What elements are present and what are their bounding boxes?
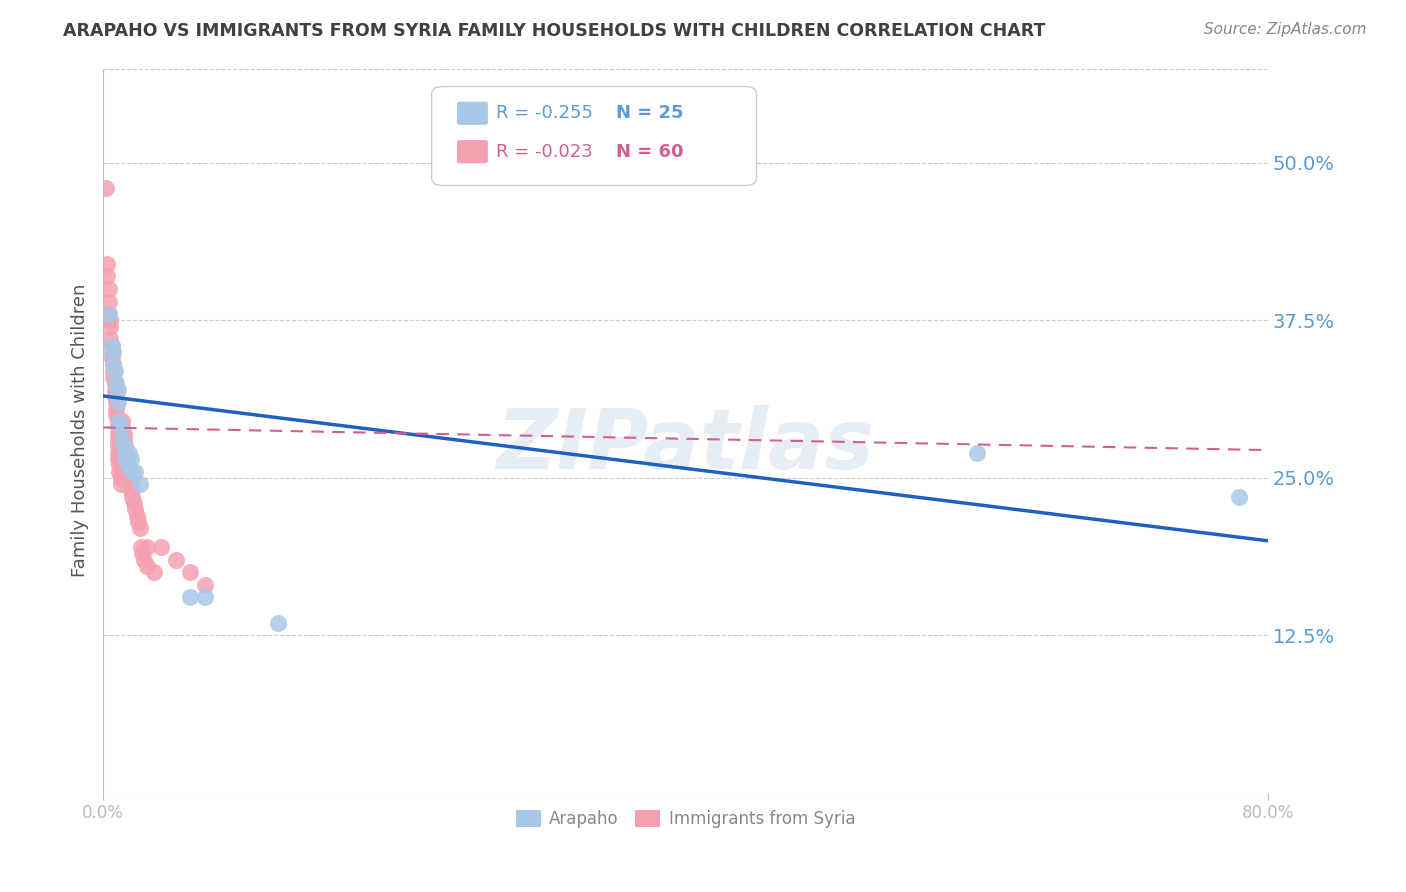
Point <box>115 451 138 466</box>
Point <box>194 591 217 605</box>
Point <box>110 477 132 491</box>
Point <box>143 566 166 580</box>
Point <box>118 471 141 485</box>
Text: N = 25: N = 25 <box>616 104 683 122</box>
Point <box>108 414 131 428</box>
Point <box>128 521 150 535</box>
Point <box>118 445 141 459</box>
Point <box>966 445 988 459</box>
Point <box>131 546 153 560</box>
Point <box>100 313 122 327</box>
Point <box>104 383 127 397</box>
Point <box>112 426 135 441</box>
Point <box>104 364 127 378</box>
Point <box>117 465 139 479</box>
Point <box>111 414 134 428</box>
Point <box>179 566 201 580</box>
Point <box>132 552 155 566</box>
Point <box>179 591 201 605</box>
Point <box>108 465 131 479</box>
Point <box>125 508 148 523</box>
Point <box>108 458 131 473</box>
Point <box>107 433 129 447</box>
Point <box>114 445 136 459</box>
Point <box>135 558 157 573</box>
Point <box>97 282 120 296</box>
Point <box>103 358 125 372</box>
Point <box>104 389 127 403</box>
Text: N = 60: N = 60 <box>616 143 683 161</box>
Point <box>124 465 146 479</box>
Point <box>94 181 117 195</box>
Point <box>107 383 129 397</box>
Point <box>115 451 138 466</box>
Point <box>105 376 128 391</box>
Point <box>127 515 149 529</box>
Point <box>97 307 120 321</box>
Point <box>103 344 125 359</box>
Point <box>128 477 150 491</box>
Point <box>96 257 118 271</box>
Point <box>101 344 124 359</box>
Point <box>1227 490 1250 504</box>
Point <box>124 502 146 516</box>
Point <box>110 420 132 434</box>
Point <box>105 408 128 422</box>
Point <box>111 420 134 434</box>
Point <box>120 483 142 498</box>
Point <box>194 578 217 592</box>
Point <box>100 332 122 346</box>
Point <box>107 439 129 453</box>
Point <box>105 395 128 409</box>
Point <box>111 433 134 447</box>
Point <box>104 376 127 391</box>
Text: ARAPAHO VS IMMIGRANTS FROM SYRIA FAMILY HOUSEHOLDS WITH CHILDREN CORRELATION CHA: ARAPAHO VS IMMIGRANTS FROM SYRIA FAMILY … <box>63 22 1046 40</box>
Point <box>114 445 136 459</box>
Point <box>121 490 143 504</box>
Point <box>115 458 138 473</box>
Point <box>103 364 125 378</box>
Point <box>267 615 290 630</box>
Point <box>97 307 120 321</box>
Point <box>122 496 145 510</box>
Point <box>101 338 124 352</box>
Point <box>112 433 135 447</box>
Point <box>107 395 129 409</box>
Point <box>107 451 129 466</box>
Point <box>121 465 143 479</box>
Text: Source: ZipAtlas.com: Source: ZipAtlas.com <box>1204 22 1367 37</box>
Point <box>120 451 142 466</box>
Point <box>150 540 173 554</box>
Text: R = -0.023: R = -0.023 <box>496 143 593 161</box>
Point <box>97 294 120 309</box>
Text: ZIPatlas: ZIPatlas <box>496 405 875 485</box>
Point <box>103 370 125 384</box>
Point <box>110 471 132 485</box>
Point <box>120 477 142 491</box>
Point <box>103 358 125 372</box>
Text: R = -0.255: R = -0.255 <box>496 104 593 122</box>
Y-axis label: Family Households with Children: Family Households with Children <box>72 284 89 577</box>
Point <box>107 414 129 428</box>
Point <box>107 445 129 459</box>
Point <box>107 420 129 434</box>
Point <box>112 439 135 453</box>
Legend: Arapaho, Immigrants from Syria: Arapaho, Immigrants from Syria <box>509 804 862 835</box>
Point <box>105 401 128 416</box>
Point <box>107 426 129 441</box>
Point <box>101 351 124 366</box>
Point <box>100 319 122 334</box>
Point <box>117 458 139 473</box>
Point <box>129 540 152 554</box>
Point <box>135 540 157 554</box>
Point <box>165 552 187 566</box>
Point <box>101 338 124 352</box>
Point <box>96 269 118 284</box>
Point <box>114 439 136 453</box>
